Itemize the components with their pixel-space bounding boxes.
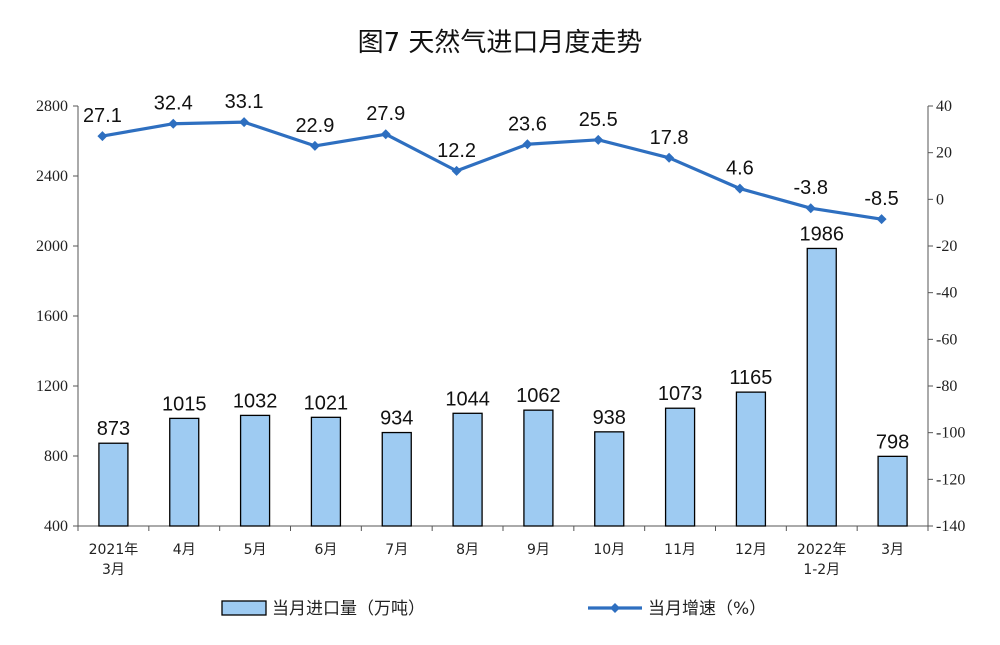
line-point-marker (522, 139, 533, 150)
bar-value-label: 1986 (800, 223, 845, 245)
bar-value-label: 1032 (233, 390, 278, 412)
category-label: 11月 (664, 542, 696, 558)
y-right-tick-label: -60 (936, 331, 957, 348)
legend-bar-swatch (221, 600, 267, 616)
bar (664, 407, 696, 527)
category-label: 7月 (385, 542, 408, 558)
y-right-tick-label: -80 (936, 378, 957, 395)
bar (877, 455, 908, 527)
category-label: 2021年 (89, 542, 139, 558)
category-label: 2022年 (797, 542, 847, 558)
y-left-tick-label: 2400 (36, 168, 68, 185)
y-left-tick-label: 800 (44, 448, 68, 465)
bar-value-label: 1021 (304, 392, 349, 414)
y-left-tick-label: 1200 (36, 378, 68, 395)
line-point-marker (805, 203, 816, 214)
y-right-tick-label: 20 (936, 145, 952, 162)
bar-value-label: 1165 (729, 367, 772, 389)
line-value-label: 27.1 (83, 105, 122, 127)
line-point-marker (380, 129, 391, 140)
line-point-marker (593, 134, 604, 145)
bar (310, 416, 342, 527)
bar (239, 414, 271, 527)
bar (523, 409, 554, 527)
line-point-marker (309, 140, 320, 151)
y-left-tick-label: 1600 (36, 308, 68, 325)
line-value-label: 25.5 (579, 109, 618, 131)
y-right-tick-label: 40 (936, 98, 952, 115)
line-value-label: 17.8 (650, 127, 689, 149)
bar-series (98, 247, 908, 527)
line-value-label: 32.4 (154, 93, 193, 115)
line-value-label: 4.6 (726, 158, 754, 180)
bar-value-label: 798 (876, 431, 909, 453)
bar-value-label: 1073 (658, 383, 703, 405)
legend-line-marker (610, 603, 620, 613)
legend-bar-label: 当月进口量（万吨） (272, 599, 425, 619)
line-point-marker (734, 183, 745, 194)
category-label: 10月 (593, 542, 625, 558)
line-point-marker (664, 152, 675, 163)
y-left-tick-label: 400 (44, 518, 68, 535)
bar-value-label: 938 (593, 407, 626, 429)
bar (98, 442, 129, 527)
line-value-label: -3.8 (794, 177, 828, 199)
axes: 40080012001600200024002800-140-120-100-8… (36, 98, 965, 535)
bar-value-label: 873 (97, 418, 130, 440)
category-label: 3月 (881, 542, 904, 558)
bar (169, 417, 200, 527)
y-right-tick-label: -100 (936, 425, 965, 442)
bar-value-label: 934 (380, 408, 413, 430)
bar (806, 247, 837, 527)
line-value-label: 27.9 (366, 103, 405, 125)
y-left-tick-label: 2800 (36, 98, 68, 115)
legend-line-label: 当月增速（%） (648, 599, 766, 619)
line-point-marker (239, 117, 250, 128)
y-right-tick-label: -40 (936, 285, 957, 302)
category-label: 3月 (102, 562, 125, 578)
category-label: 5月 (244, 542, 267, 558)
bar (452, 412, 483, 527)
y-right-tick-label: -120 (936, 471, 965, 488)
category-label: 12月 (735, 542, 767, 558)
category-label: 6月 (314, 542, 337, 558)
bar (381, 431, 412, 527)
y-left-tick-label: 2000 (36, 238, 68, 255)
legend: 当月进口量（万吨） 当月增速（%） (221, 599, 766, 619)
y-right-tick-label: -140 (936, 518, 965, 535)
line-value-label: 33.1 (225, 91, 264, 113)
line-point-marker (168, 118, 179, 129)
chart-title: 图7 天然气进口月度走势 (357, 28, 643, 58)
line-series (97, 117, 887, 225)
category-label: 9月 (527, 542, 550, 558)
bar-value-label: 1062 (516, 385, 561, 407)
line-value-label: 23.6 (508, 113, 547, 135)
bar (594, 431, 625, 527)
category-labels: 2021年 3月 4月 5月 6月 7月 8月 9月 10月 11月 12月 2022年 1-2月 3月 (89, 542, 904, 578)
category-label: 1-2月 (803, 562, 840, 578)
line-value-label: 22.9 (295, 115, 334, 137)
line-point-marker (97, 131, 108, 142)
data-labels: 873 1015 1032 1021 934 1044 1062 938 1073 1165 198… (83, 91, 909, 453)
growth-line (102, 120, 882, 221)
line-value-label: 12.2 (437, 140, 476, 162)
category-label: 4月 (173, 542, 196, 558)
bar-value-label: 1015 (162, 393, 207, 415)
y-right-tick-label: -20 (936, 238, 957, 255)
bar-value-label: 1044 (445, 388, 490, 410)
category-label: 8月 (456, 542, 479, 558)
line-value-label: -8.5 (864, 188, 898, 210)
bar (735, 391, 767, 527)
line-point-marker (876, 214, 887, 225)
line-point-marker (451, 165, 462, 176)
y-right-tick-label: 0 (936, 191, 944, 208)
